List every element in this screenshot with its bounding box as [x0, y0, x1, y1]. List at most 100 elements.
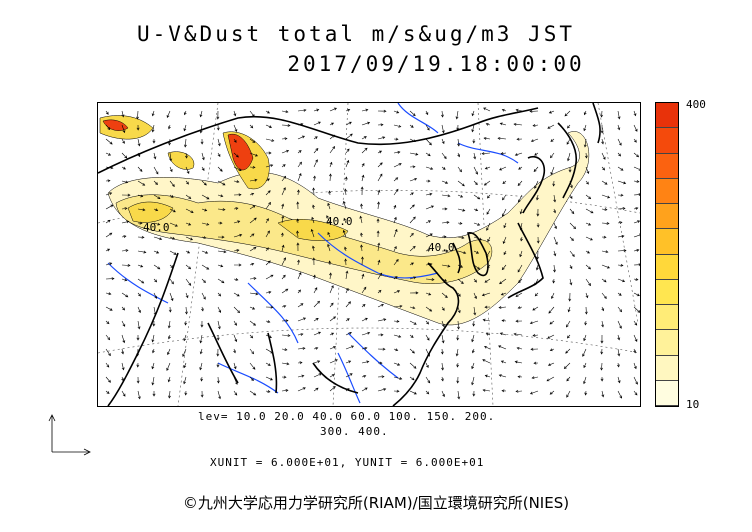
wind-arrow [265, 164, 274, 168]
wind-arrow [472, 390, 476, 397]
wind-arrow [393, 110, 400, 114]
wind-arrow [518, 278, 523, 284]
wind-arrow [553, 222, 557, 230]
wind-arrow [552, 180, 556, 187]
wind-arrow [617, 320, 622, 329]
wind-arrow [409, 291, 419, 295]
wind-arrow [201, 250, 209, 254]
wind-arrow [121, 138, 125, 144]
wind-arrow [457, 278, 464, 284]
wind-arrow [168, 306, 172, 313]
wind-arrow [473, 278, 477, 283]
wind-arrow [409, 306, 416, 310]
wind-arrow [617, 234, 625, 238]
wind-arrow [361, 387, 368, 392]
wind-arrow [136, 348, 140, 357]
wind-arrow [393, 304, 403, 308]
wind-arrow [136, 362, 140, 368]
wind-arrow [329, 272, 332, 280]
wind-arrow [393, 188, 399, 196]
wind-arrow [233, 166, 242, 171]
wind-arrow [377, 136, 386, 140]
wind-arrow [361, 374, 367, 378]
wind-arrow [249, 192, 255, 196]
wind-arrow [425, 362, 429, 369]
wind-arrow [457, 292, 461, 297]
wind-arrow [200, 320, 204, 328]
wind-arrow [515, 389, 523, 393]
wind-arrow [297, 361, 303, 365]
wind-arrow [185, 166, 190, 174]
wind-arrow [313, 347, 319, 350]
wind-arrow [105, 232, 113, 238]
wind-arrow [517, 375, 523, 379]
reference-vector-icon [48, 414, 91, 456]
wind-arrow [151, 124, 155, 133]
wind-arrow [377, 333, 384, 337]
wind-arrow [281, 257, 286, 266]
wind-arrow [533, 361, 539, 365]
wind-arrow [617, 390, 623, 399]
wind-arrow [137, 138, 141, 147]
wind-arrow [199, 124, 203, 134]
wind-arrow [121, 249, 129, 252]
wind-arrow [265, 151, 272, 155]
wind-arrow [481, 292, 491, 297]
wind-arrow [265, 305, 274, 309]
wind-arrow [567, 124, 571, 129]
wind-arrow [409, 320, 417, 325]
dust-wind-map: 40.0 40.0 40.0 [97, 102, 641, 407]
wind-arrow [329, 161, 333, 168]
wind-arrow [233, 390, 238, 396]
wind-arrow [566, 138, 571, 145]
wind-arrow [313, 331, 322, 336]
wind-arrow [441, 180, 449, 184]
wind-arrow [484, 345, 491, 350]
wind-arrow [393, 258, 399, 266]
wind-arrow [585, 208, 594, 214]
wind-arrow [168, 138, 171, 146]
coastlines [98, 103, 601, 406]
wind-arrow [481, 152, 491, 155]
wind-arrow [183, 376, 187, 385]
wind-arrow [184, 320, 188, 326]
wind-arrow [633, 348, 637, 354]
wind-arrow [497, 136, 507, 140]
wind-arrow [518, 166, 523, 170]
wind-arrow [566, 320, 571, 328]
wind-arrow [137, 320, 141, 330]
wind-arrow [533, 166, 539, 173]
wind-arrow [601, 138, 605, 145]
wind-arrow [585, 194, 592, 200]
wind-arrow [409, 216, 416, 224]
wind-arrow [345, 301, 351, 308]
wind-arrow [482, 318, 491, 322]
wind-arrow [185, 208, 194, 214]
wind-arrow [169, 236, 176, 240]
wind-arrow [551, 292, 555, 300]
wind-arrow [530, 347, 539, 351]
wind-arrow [441, 207, 448, 211]
wind-arrow [345, 159, 350, 168]
wind-arrow [425, 320, 429, 325]
wind-arrow [440, 110, 444, 118]
wind-arrow [377, 201, 380, 210]
wind-arrow [105, 320, 110, 325]
wind-arrow [617, 166, 624, 171]
wind-arrow [297, 272, 302, 280]
map-title: U-V&Dust total m/s&ug/m3 JST [136, 22, 575, 46]
wind-arrow [484, 166, 491, 170]
wind-arrow [185, 264, 192, 270]
wind-arrow [328, 260, 332, 266]
wind-arrow [567, 306, 571, 313]
wind-arrow [534, 152, 539, 156]
wind-arrow [201, 236, 207, 239]
wind-arrow [233, 138, 237, 143]
wind-arrow [153, 306, 157, 316]
wind-arrow [233, 124, 238, 133]
wind-arrow [105, 152, 112, 156]
colorbar-segment [656, 254, 678, 280]
wind-arrow [361, 136, 367, 140]
wind-arrow [216, 362, 220, 368]
wind-arrow [121, 193, 131, 197]
